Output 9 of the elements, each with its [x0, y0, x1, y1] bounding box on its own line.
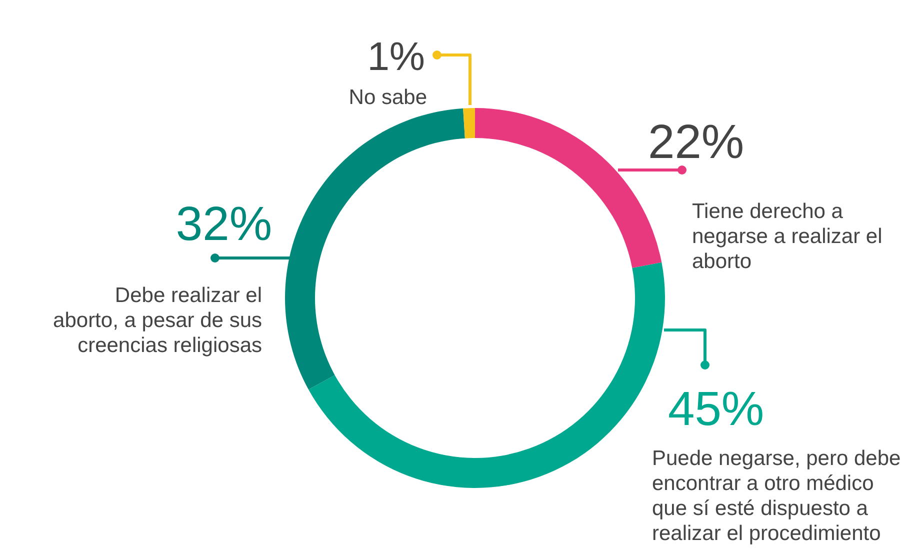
legend-label: Debe realizar el aborto, a pesar de sus creencias religiosas — [53, 284, 262, 357]
slice-label: No sabe — [348, 86, 427, 109]
data-label: 32% — [176, 198, 272, 251]
data-label: 45% — [668, 383, 764, 436]
slice-label: Puede negarse, pero debe encontrar a otro médico que sí esté dispuesto a realizar el procedimiento — [652, 447, 901, 545]
donut-slice — [463, 108, 475, 138]
data-label: 1% — [367, 35, 425, 79]
slice-label: Tiene derecho a negarse a realizar el aborto — [692, 200, 882, 273]
data-label: 22% — [648, 116, 744, 169]
